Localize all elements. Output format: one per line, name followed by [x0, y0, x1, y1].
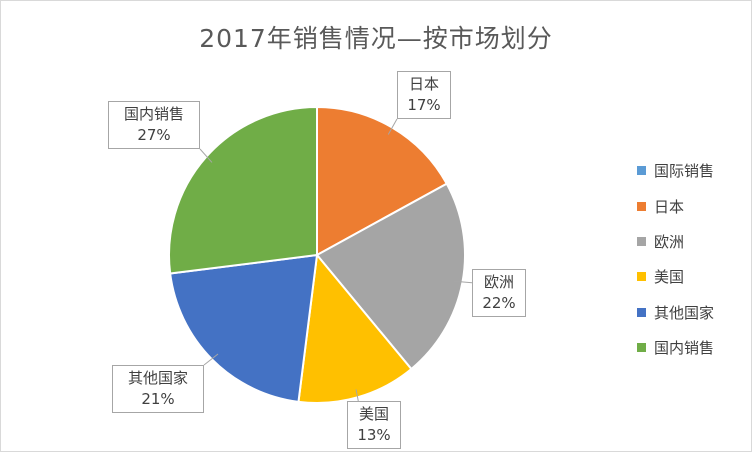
legend-item-japan: 日本 — [637, 188, 714, 223]
legend-label: 美国 — [654, 268, 685, 287]
leader-line-2 — [454, 280, 473, 284]
legend-swatch — [637, 343, 646, 353]
legend-item-international: 国际销售 — [637, 153, 714, 188]
legend: 国际销售 日本 欧洲 美国 其他国家 国内销售 — [637, 153, 714, 365]
legend-label: 欧洲 — [654, 232, 685, 251]
callout-other-countries-percent: 21% — [141, 390, 175, 408]
pie-slice-4 — [169, 253, 319, 403]
pie-slice-3 — [297, 252, 413, 404]
legend-label: 日本 — [654, 197, 685, 216]
legend-swatch — [637, 307, 646, 317]
pie-slice-5 — [168, 105, 318, 275]
legend-label: 其他国家 — [654, 303, 715, 322]
legend-swatch — [637, 166, 646, 176]
callout-domestic-percent: 27% — [137, 126, 171, 144]
callout-japan-name: 日本 — [408, 75, 439, 93]
legend-item-domestic: 国内销售 — [637, 330, 714, 365]
leader-line-4 — [203, 353, 219, 366]
callout-europe-percent: 22% — [482, 294, 516, 312]
leader-line-5 — [199, 148, 213, 163]
callout-japan-percent: 17% — [407, 96, 441, 114]
legend-label: 国际销售 — [654, 162, 715, 181]
legend-item-europe: 欧洲 — [637, 224, 714, 259]
legend-item-other-countries: 其他国家 — [637, 295, 714, 330]
legend-label: 国内销售 — [654, 339, 715, 358]
callout-europe: 欧洲 22% — [472, 269, 526, 317]
callout-usa: 美国 13% — [347, 401, 401, 449]
leader-line-1 — [387, 118, 398, 135]
callout-domestic: 国内销售 27% — [108, 101, 200, 149]
pie-slice-2 — [315, 182, 466, 371]
legend-item-usa: 美国 — [637, 259, 714, 294]
callout-other-countries: 其他国家 21% — [112, 365, 204, 413]
legend-swatch — [637, 272, 646, 282]
callout-europe-name: 欧洲 — [483, 273, 514, 291]
legend-swatch — [637, 201, 646, 211]
leader-line-3 — [355, 389, 359, 402]
callout-usa-name: 美国 — [358, 405, 389, 423]
callout-domestic-name: 国内销售 — [123, 105, 184, 123]
callout-japan: 日本 17% — [397, 71, 451, 119]
legend-swatch — [637, 236, 646, 246]
callout-other-countries-name: 其他国家 — [127, 369, 188, 387]
chart-title: 2017年销售情况—按市场划分 — [199, 24, 553, 53]
callout-usa-percent: 13% — [357, 426, 391, 444]
